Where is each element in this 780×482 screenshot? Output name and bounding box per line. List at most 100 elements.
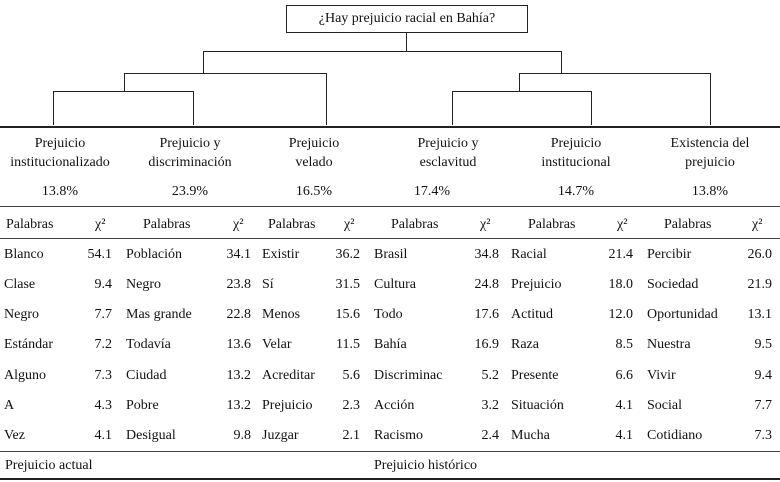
cluster-1-percent: 13.8%	[41, 184, 79, 199]
cluster-5-name-line1: Prejuicio	[550, 136, 602, 151]
right-subbranch-stem	[519, 73, 520, 91]
word-cell: Racismo	[374, 428, 423, 443]
chi-square-cell: 7.7	[94, 307, 113, 322]
chi-square-cell: 21.9	[747, 277, 773, 292]
chi-square-cell: 13.6	[226, 337, 252, 352]
rule-after-percent	[0, 206, 780, 207]
word-cell: Población	[126, 247, 182, 262]
cluster-3-word-header: Palabras	[268, 217, 316, 232]
leaf-4-stem	[452, 91, 453, 125]
chi-square-cell: 21.4	[608, 247, 634, 262]
cluster-1-stat-header: χ²	[95, 217, 106, 232]
word-cell: Estándar	[4, 337, 53, 352]
cluster-2-word-header: Palabras	[143, 217, 191, 232]
word-cell: Discriminac	[374, 368, 443, 383]
word-cell: Brasil	[374, 247, 408, 262]
right-branch-bar	[519, 73, 711, 74]
word-cell: Acción	[374, 398, 415, 413]
cluster-3-percent: 16.5%	[295, 184, 333, 199]
word-cell: Social	[647, 398, 682, 413]
chi-square-cell: 2.3	[342, 398, 361, 413]
word-cell: Clase	[4, 277, 36, 292]
rule-bottom	[0, 478, 780, 480]
cluster-5-name: Prejuicio institucional	[514, 134, 638, 172]
chi-square-cell: 3.2	[481, 398, 500, 413]
chi-square-cell: 23.8	[226, 277, 252, 292]
word-cell: Mas grande	[126, 307, 192, 322]
right-subbranch-bar	[452, 91, 592, 92]
left-branch-stem	[203, 51, 204, 73]
word-cell: Sí	[262, 277, 274, 292]
word-cell: Ciudad	[126, 368, 167, 383]
word-cell: Todo	[374, 307, 403, 322]
cluster-6-stat-header: χ²	[752, 217, 763, 232]
cluster-2-name: Prejuicio y discriminación	[126, 134, 254, 172]
word-cell: Prejuicio	[262, 398, 313, 413]
cluster-4-word-header: Palabras	[391, 217, 439, 232]
chi-square-cell: 5.2	[481, 368, 500, 383]
cluster-3-name-line2: velado	[295, 155, 333, 170]
cluster-3-name-line1: Prejuicio	[288, 136, 340, 151]
cluster-4-name-line2: esclavitud	[419, 155, 477, 170]
word-cell: Presente	[511, 368, 559, 383]
word-cell: Mucha	[511, 428, 550, 443]
leaf-6-stem	[710, 73, 711, 125]
chi-square-cell: 2.1	[342, 428, 361, 443]
chi-square-cell: 4.1	[615, 398, 634, 413]
chi-square-cell: 34.1	[226, 247, 252, 262]
root-question-box: ¿Hay prejuicio racial en Bahía?	[286, 5, 528, 33]
chi-square-cell: 2.4	[481, 428, 500, 443]
chi-square-cell: 17.6	[474, 307, 500, 322]
footer-current-prejudice: Prejuicio actual	[5, 458, 93, 473]
cluster-5-percent: 14.7%	[557, 184, 595, 199]
cluster-6-name: Existencia del prejuicio	[650, 134, 770, 172]
footer-historical-prejudice: Prejuicio histórico	[374, 458, 478, 473]
chi-square-cell: 9.5	[754, 337, 773, 352]
chi-square-cell: 7.3	[754, 428, 773, 443]
word-cell: Juzgar	[262, 428, 299, 443]
cluster-1-name-line2: institucionalizado	[10, 155, 110, 170]
cluster-6-name-line1: Existencia del	[670, 136, 750, 151]
word-cell: Acreditar	[262, 368, 315, 383]
chi-square-cell: 4.3	[94, 398, 113, 413]
cluster-1-word-header: Palabras	[6, 217, 54, 232]
left-subbranch-stem	[124, 73, 125, 91]
leaf-5-stem	[591, 91, 592, 125]
chi-square-cell: 18.0	[608, 277, 634, 292]
chi-square-cell: 34.8	[474, 247, 500, 262]
root-question: ¿Hay prejuicio racial en Bahía?	[318, 11, 496, 26]
chi-square-cell: 7.7	[754, 398, 773, 413]
word-cell: Desigual	[126, 428, 176, 443]
chi-square-cell: 9.4	[94, 277, 113, 292]
cluster-3-name: Prejuicio velado	[262, 134, 366, 172]
chi-square-cell: 36.2	[335, 247, 361, 262]
word-cell: Racial	[511, 247, 547, 262]
leaf-2-stem	[193, 91, 194, 125]
word-cell: Menos	[262, 307, 301, 322]
cluster-4-name-line1: Prejuicio y	[417, 136, 479, 151]
word-cell: Pobre	[126, 398, 159, 413]
word-cell: Percibir	[647, 247, 692, 262]
chi-square-cell: 12.0	[608, 307, 634, 322]
cluster-5-word-header: Palabras	[528, 217, 576, 232]
word-cell: Raza	[511, 337, 539, 352]
chi-square-cell: 13.1	[747, 307, 773, 322]
chi-square-cell: 22.8	[226, 307, 252, 322]
chi-square-cell: 5.6	[342, 368, 361, 383]
chi-square-cell: 31.5	[335, 277, 361, 292]
left-branch-bar	[124, 73, 327, 74]
cluster-1-name: Prejuicio institucionalizado	[0, 134, 120, 172]
chi-square-cell: 8.5	[615, 337, 634, 352]
cluster-4-percent: 17.4%	[413, 184, 451, 199]
cluster-2-stat-header: χ²	[233, 217, 244, 232]
word-cell: Prejuicio	[511, 277, 562, 292]
word-cell: Vez	[4, 428, 25, 443]
cluster-1-name-line1: Prejuicio	[34, 136, 86, 151]
chi-square-cell: 16.9	[474, 337, 500, 352]
cluster-6-percent: 13.8%	[691, 184, 729, 199]
chi-square-cell: 54.1	[87, 247, 113, 262]
chi-square-cell: 26.0	[747, 247, 773, 262]
word-cell: Cotidiano	[647, 428, 703, 443]
chi-square-cell: 4.1	[615, 428, 634, 443]
